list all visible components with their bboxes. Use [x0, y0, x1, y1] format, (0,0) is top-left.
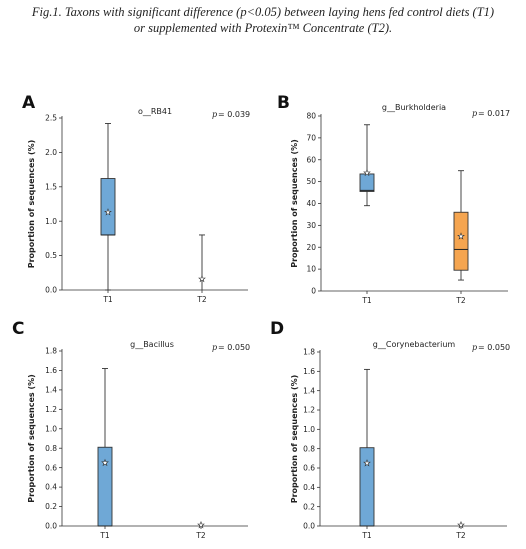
y-tick-label: 1.8 — [303, 348, 315, 357]
p-value-label: p — [472, 109, 477, 118]
y-axis-label: Proportion of sequences (%) — [290, 375, 299, 504]
y-tick-label: 40 — [306, 199, 316, 208]
x-tick-label: T2 — [455, 531, 466, 540]
box-t1 — [359, 173, 375, 192]
x-tick-label: T1 — [361, 531, 372, 540]
x-tick-label: T2 — [455, 296, 466, 305]
caption-line-1: Fig.1. Taxons with significant differenc… — [31, 5, 495, 19]
x-tick-label: T2 — [195, 531, 206, 540]
y-tick-label: 30 — [306, 221, 316, 230]
y-tick-label: 0.6 — [303, 464, 315, 473]
y-tick-label: 60 — [306, 155, 316, 164]
y-tick-label: 1.4 — [45, 385, 57, 394]
y-tick-label: 1.5 — [45, 182, 57, 191]
mean-marker — [104, 208, 112, 216]
y-tick-label: 1.8 — [45, 347, 57, 356]
y-tick-label: 0.5 — [45, 251, 57, 260]
mean-marker — [457, 520, 465, 529]
y-tick-label: 1.4 — [303, 386, 315, 395]
x-tick-label: T2 — [196, 295, 207, 304]
p-value: = 0.017 — [478, 109, 510, 118]
y-tick-label: 0.2 — [303, 502, 315, 511]
y-tick-label: 0.8 — [45, 444, 57, 453]
y-tick-label: 1.0 — [45, 217, 57, 226]
panel-label: A — [22, 93, 36, 113]
y-tick-label: 0.8 — [303, 444, 315, 453]
y-tick-label: 0.0 — [45, 286, 57, 295]
caption-line-2: or supplemented with Protexin™ Concentra… — [133, 21, 393, 35]
y-axis-label: Proportion of sequences (%) — [290, 139, 299, 268]
y-tick-label: 0.6 — [45, 463, 57, 472]
y-tick-label: 70 — [306, 133, 316, 142]
y-tick-label: 1.0 — [303, 425, 315, 434]
p-value-label: p — [212, 343, 217, 352]
panel-title: g__Burkholderia — [382, 103, 446, 112]
x-tick-label: T1 — [99, 531, 110, 540]
y-axis-label: Proportion of sequences (%) — [27, 374, 36, 503]
x-tick-label: T1 — [102, 295, 113, 304]
mean-marker — [198, 274, 206, 283]
mean-marker — [363, 459, 371, 467]
y-tick-label: 0.0 — [45, 522, 57, 531]
panel-d: Dg__Corynebacterium p = 0.050 0.0 0.2 0.4 0.6… — [270, 319, 510, 540]
p-value-label: p — [472, 343, 477, 352]
panel-title: g__Bacillus — [130, 340, 174, 349]
figure-caption: Fig.1. Taxons with significant differenc… — [0, 4, 526, 36]
y-tick-label: 2.5 — [45, 114, 57, 123]
mean-marker — [197, 520, 205, 529]
p-value: = 0.039 — [218, 110, 250, 119]
y-tick-label: 2.0 — [45, 148, 57, 157]
y-tick-label: 0.0 — [303, 522, 315, 531]
y-tick-label: 1.0 — [45, 424, 57, 433]
panel-c: Cg__Bacillus p = 0.050 0.0 0.2 0.4 0.6 0.8 1.0 1… — [12, 319, 250, 540]
box-t2 — [453, 211, 469, 271]
y-tick-label: 50 — [306, 177, 316, 186]
y-tick-label: 80 — [306, 112, 316, 121]
x-tick-label: T1 — [361, 296, 372, 305]
y-tick-label: 0.4 — [303, 483, 315, 492]
p-value: = 0.050 — [478, 343, 510, 352]
panel-label: D — [270, 319, 284, 339]
y-tick-label: 10 — [306, 265, 316, 274]
mean-marker — [101, 458, 109, 467]
panel-title: o__RB41 — [138, 107, 172, 116]
mean-marker — [363, 168, 371, 177]
p-value: = 0.050 — [218, 343, 250, 352]
panel-label: B — [277, 93, 290, 113]
mean-marker — [457, 232, 465, 240]
y-tick-label: 1.2 — [303, 406, 315, 415]
y-axis-label: Proportion of sequences (%) — [27, 140, 36, 269]
y-tick-label: 1.6 — [303, 367, 315, 376]
y-tick-label: 0.4 — [45, 483, 57, 492]
y-tick-label: 1.6 — [45, 366, 57, 375]
y-tick-label: 0 — [311, 287, 316, 296]
box-t1 — [100, 178, 116, 236]
y-tick-label: 0.2 — [45, 502, 57, 511]
y-tick-label: 1.2 — [45, 405, 57, 414]
panel-label: C — [12, 319, 24, 339]
panel-title: g__Corynebacterium — [373, 340, 456, 349]
p-value-label: p — [212, 110, 217, 119]
y-tick-label: 20 — [306, 243, 316, 252]
